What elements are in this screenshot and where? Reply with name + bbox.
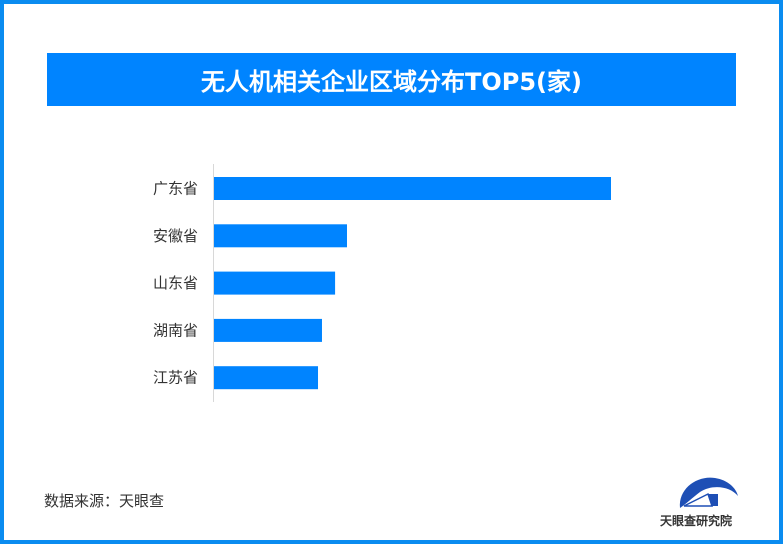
bar-0	[214, 177, 611, 200]
category-label: 安徽省	[153, 227, 198, 245]
bar-1	[214, 224, 347, 248]
logo-text: 天眼查研究院	[660, 514, 733, 528]
category-label: 湖南省	[153, 321, 198, 339]
category-label: 山东省	[153, 274, 198, 292]
data-source: 数据来源：天眼查	[44, 492, 165, 510]
bar-2	[214, 271, 336, 295]
bar-4	[214, 366, 319, 390]
category-label: 广东省	[153, 180, 198, 198]
bar-3	[214, 318, 322, 342]
category-label: 江苏省	[153, 369, 198, 387]
chart-title: 无人机相关企业区域分布TOP5(家)	[47, 53, 736, 106]
tianyancha-logo-icon	[679, 477, 738, 508]
